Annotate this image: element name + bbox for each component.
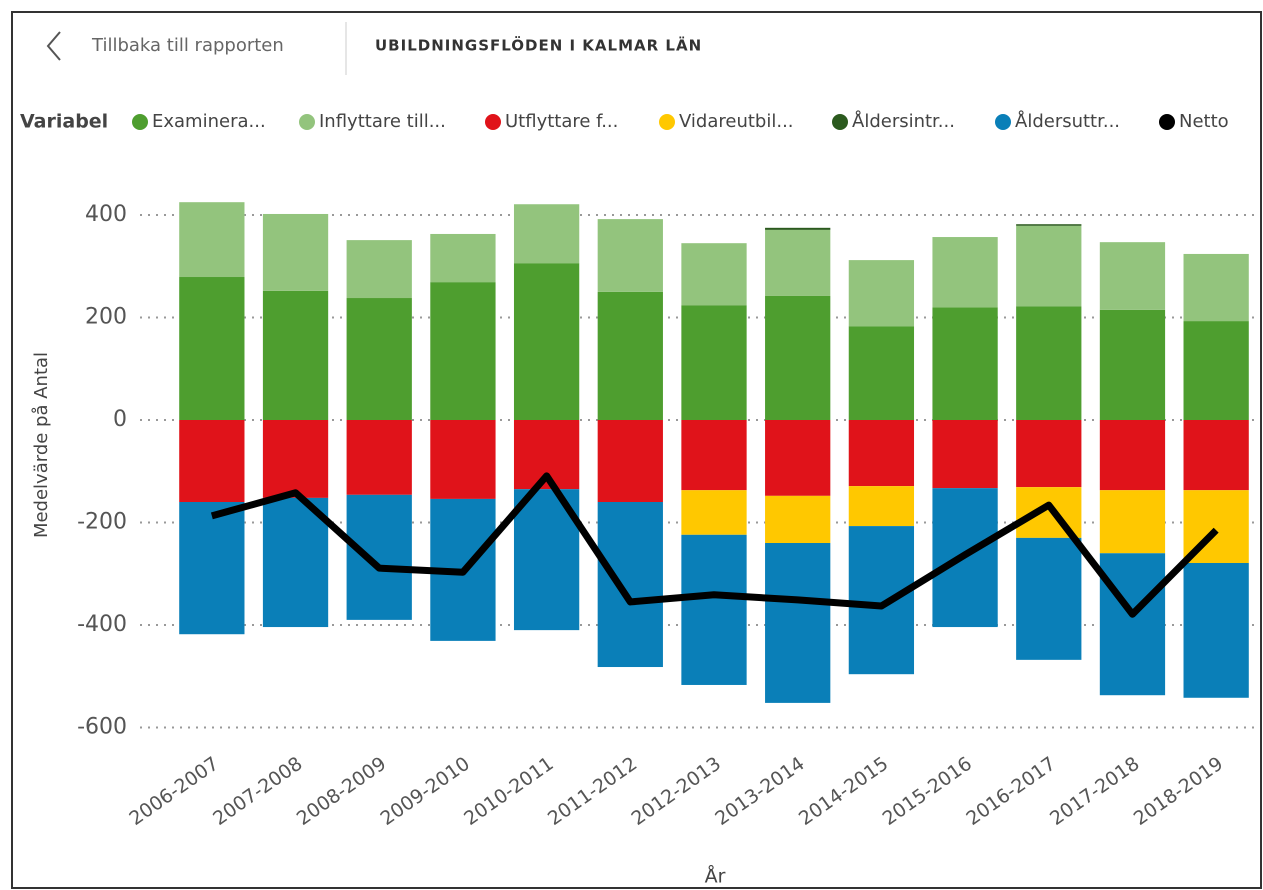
- bar-segment: [262, 420, 329, 498]
- bar-segment: [848, 260, 915, 327]
- bar-segment: [513, 263, 580, 420]
- legend-marker: [132, 114, 148, 130]
- bar-segment: [848, 486, 915, 527]
- back-arrow[interactable]: [46, 31, 61, 61]
- bar-segment: [765, 295, 831, 420]
- bar-segment: [179, 202, 245, 278]
- bar-segment: [1183, 253, 1249, 322]
- netto-line: [210, 472, 1219, 618]
- bar-segment: [848, 420, 915, 487]
- bar-segment: [932, 420, 998, 489]
- bar-segment: [1183, 321, 1249, 420]
- y-tick-label: 400: [85, 202, 127, 227]
- y-axis-label: Medelvärde på Antal: [31, 352, 52, 538]
- bar-segment: [848, 526, 915, 675]
- bar-segment: [681, 243, 747, 306]
- bar-segment: [1016, 420, 1082, 488]
- bar-segment: [1183, 420, 1249, 491]
- bar-segment: [765, 543, 831, 703]
- bar-segment: [513, 204, 580, 264]
- bar-segment: [430, 420, 496, 499]
- bar-segment: [1099, 420, 1166, 491]
- bar-segment: [597, 291, 663, 420]
- y-tick-label: -400: [77, 612, 127, 637]
- bar-segment: [597, 219, 663, 292]
- bar-segment: [597, 502, 663, 668]
- bar-segment: [430, 282, 496, 420]
- bar-segment: [1016, 225, 1082, 307]
- y-tick-label: 200: [85, 305, 127, 330]
- bar-segment: [848, 326, 915, 420]
- y-tick-label: 0: [113, 407, 127, 432]
- y-tick-label: -600: [77, 715, 127, 740]
- y-tick-label: -200: [77, 510, 127, 535]
- legend-label: Vidareutbil...: [679, 111, 794, 132]
- bar-segment: [681, 420, 747, 491]
- bar-segment: [932, 237, 998, 308]
- bar-segment: [346, 298, 412, 420]
- bar-segment: [765, 227, 831, 230]
- bar-segment: [681, 305, 747, 420]
- legend-label: Åldersuttr...: [1015, 110, 1120, 132]
- legend-title: Variabel: [20, 111, 108, 133]
- legend-label: Netto: [1179, 111, 1229, 132]
- bar-segment: [346, 494, 412, 620]
- bar-segment: [346, 420, 412, 495]
- bar-segment: [1099, 309, 1166, 420]
- bar-segment: [1183, 562, 1249, 698]
- bar-segment: [262, 497, 329, 628]
- bar-segment: [1016, 224, 1082, 226]
- x-axis-label: År: [705, 865, 726, 888]
- legend-marker: [299, 114, 315, 130]
- bar-segment: [179, 420, 245, 502]
- bar-segment: [1099, 490, 1166, 554]
- bar-segment: [681, 490, 747, 535]
- legend-label: Utflyttare f...: [505, 111, 618, 132]
- bar-segment: [681, 534, 747, 685]
- bar-segment: [932, 307, 998, 420]
- bar-segment: [1099, 242, 1166, 310]
- bar-segment: [597, 420, 663, 502]
- bar-segment: [262, 213, 329, 291]
- bar-segment: [179, 502, 245, 635]
- page-title: UBILDNINGSFLÖDEN I KALMAR LÄN: [375, 36, 702, 55]
- bar-segment: [179, 277, 245, 420]
- bar-segment: [430, 233, 496, 283]
- back-link[interactable]: Tillbaka till rapporten: [91, 35, 284, 56]
- legend-marker: [832, 114, 848, 130]
- bar-segment: [1016, 537, 1082, 660]
- bar-segment: [346, 240, 412, 299]
- bar-segment: [1016, 306, 1082, 420]
- bar-segment: [765, 420, 831, 496]
- bar-segment: [1099, 553, 1166, 696]
- legend-marker: [659, 114, 675, 130]
- legend-marker: [995, 114, 1011, 130]
- legend-marker: [1159, 114, 1175, 130]
- bar-segment: [765, 229, 831, 296]
- bar-segment: [262, 290, 329, 420]
- bar-segment: [765, 495, 831, 543]
- legend-label: Examinera...: [152, 111, 266, 132]
- legend-label: Åldersintr...: [852, 110, 955, 132]
- legend-marker: [485, 114, 501, 130]
- legend-label: Inflyttare till...: [319, 111, 446, 132]
